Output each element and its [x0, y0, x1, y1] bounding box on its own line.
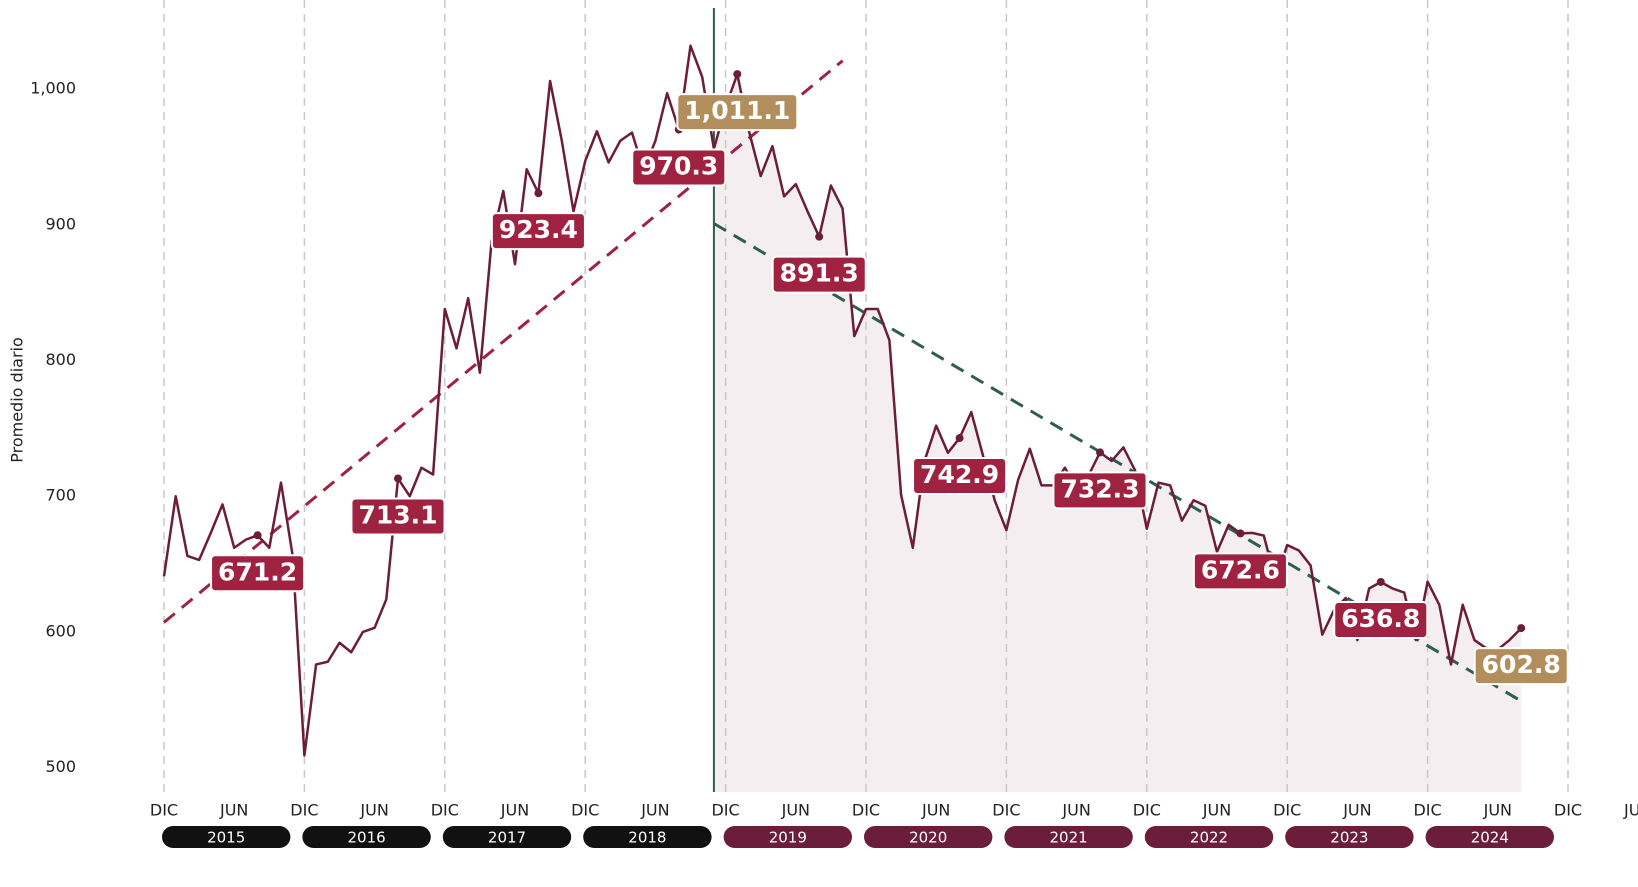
- value-label: 970.3: [631, 148, 727, 187]
- value-label: 742.9: [912, 457, 1008, 496]
- data-line: [162, 44, 1523, 757]
- x-tick-label: DIC: [1413, 801, 1441, 820]
- year-label: 2017: [488, 829, 526, 847]
- value-label-box: [771, 255, 867, 294]
- y-tick-label: 1,000: [30, 79, 76, 98]
- value-label-box: [350, 497, 446, 536]
- point-marker: [733, 70, 742, 79]
- x-tick-label: JUN: [219, 801, 248, 820]
- value-label: 732.3: [1052, 471, 1148, 510]
- value-label-text: 891.3: [780, 259, 859, 288]
- value-label-box: [1192, 552, 1288, 591]
- year-label: 2015: [207, 829, 245, 847]
- value-label-box: [912, 457, 1008, 496]
- value-label: 1,011.1: [676, 93, 799, 132]
- value-label: 672.6: [1192, 552, 1288, 591]
- x-tick-label: DIC: [431, 801, 459, 820]
- x-tick-label: JUN: [1483, 801, 1512, 820]
- x-tick-label: JUN: [640, 801, 669, 820]
- year-pill: [1004, 826, 1133, 848]
- x-tick-label: DIC: [1273, 801, 1301, 820]
- point-marker: [394, 474, 402, 483]
- point-marker: [1517, 624, 1526, 633]
- value-label-box: [210, 554, 306, 593]
- value-label-box: [1333, 600, 1429, 639]
- year-pill: [723, 826, 852, 848]
- value-label-box: [676, 93, 799, 132]
- point-marker: [955, 434, 964, 443]
- value-label-box: [1473, 647, 1569, 686]
- y-axis-title: Promedio diario: [8, 337, 27, 463]
- value-label-box: [490, 212, 586, 251]
- x-tick-label: DIC: [1554, 801, 1582, 820]
- x-tick-label: JUN: [359, 801, 388, 820]
- value-label: 891.3: [771, 255, 867, 294]
- year-label: 2016: [348, 829, 386, 847]
- x-tick-label: JUN: [500, 801, 529, 820]
- x-tick-label: DIC: [852, 801, 880, 820]
- y-tick-label: 900: [45, 214, 76, 233]
- y-tick-label: 800: [45, 350, 76, 369]
- value-label-text: 602.8: [1482, 650, 1561, 679]
- value-label-text: 742.9: [920, 460, 999, 489]
- value-label: 602.8: [1473, 647, 1569, 686]
- x-tick-label: JUN: [1202, 801, 1231, 820]
- y-tick-label: 700: [45, 486, 76, 505]
- year-pill: [442, 826, 572, 848]
- year-pill: [1425, 826, 1554, 848]
- value-label: 671.2: [210, 554, 306, 593]
- x-tick-label: JUN: [1623, 801, 1638, 820]
- y-tick-label: 500: [45, 757, 76, 776]
- year-pill: [1144, 826, 1274, 848]
- year-pill: [162, 826, 291, 848]
- year-pill: [302, 826, 431, 848]
- value-label-text: 923.4: [499, 215, 578, 244]
- year-pill: [1285, 826, 1414, 848]
- year-label: 2019: [769, 829, 807, 847]
- x-tick-label: JUN: [1061, 801, 1090, 820]
- x-tick-label: DIC: [711, 801, 739, 820]
- point-marker: [1376, 577, 1385, 586]
- x-tick-label: DIC: [992, 801, 1020, 820]
- point-marker: [1096, 448, 1104, 457]
- value-label-box: [631, 148, 727, 187]
- value-label-text: 1,011.1: [684, 96, 790, 125]
- value-label-text: 636.8: [1341, 604, 1420, 633]
- x-tick-label: JUN: [1342, 801, 1371, 820]
- x-tick-label: DIC: [290, 801, 318, 820]
- value-label-box: [1052, 471, 1148, 510]
- value-label: 636.8: [1333, 600, 1429, 639]
- value-label-text: 671.2: [218, 557, 297, 586]
- x-tick-label: JUN: [921, 801, 950, 820]
- year-label: 2023: [1330, 829, 1368, 847]
- year-label: 2020: [909, 829, 947, 847]
- x-tick-label: DIC: [1133, 801, 1161, 820]
- year-pill: [583, 826, 712, 848]
- value-label-text: 713.1: [358, 500, 437, 529]
- point-marker: [253, 531, 262, 540]
- y-tick-label: 600: [45, 621, 76, 640]
- trend-line: [713, 222, 1522, 703]
- year-label: 2018: [628, 829, 666, 847]
- value-label-text: 732.3: [1060, 474, 1139, 503]
- year-label: 2024: [1471, 829, 1509, 847]
- value-label-text: 672.6: [1201, 555, 1280, 584]
- trend-line: [163, 59, 844, 624]
- x-tick-label: DIC: [571, 801, 599, 820]
- value-label: 713.1: [350, 497, 446, 536]
- point-marker: [534, 189, 543, 198]
- year-label: 2022: [1190, 829, 1228, 847]
- point-marker: [815, 232, 824, 241]
- x-tick-label: DIC: [150, 801, 178, 820]
- year-pill: [864, 826, 993, 848]
- shaded-area: [713, 74, 1522, 792]
- value-label-text: 970.3: [639, 151, 718, 180]
- point-marker: [1236, 529, 1245, 538]
- year-label: 2021: [1050, 829, 1088, 847]
- x-tick-label: JUN: [781, 801, 810, 820]
- value-label: 923.4: [490, 212, 586, 251]
